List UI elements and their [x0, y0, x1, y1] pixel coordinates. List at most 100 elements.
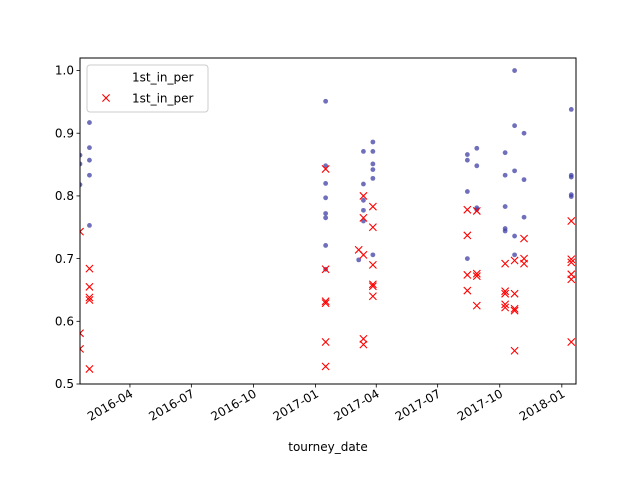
legend-box	[86, 64, 209, 113]
data-point	[502, 150, 508, 156]
data-point	[501, 300, 510, 309]
data-point	[568, 194, 574, 199]
data-point	[87, 120, 92, 125]
data-point	[568, 174, 574, 180]
data-point	[512, 123, 517, 129]
data-point	[323, 180, 329, 186]
data-point	[368, 223, 377, 232]
data-point	[370, 149, 376, 154]
data-point	[368, 202, 377, 211]
data-point	[501, 303, 510, 312]
data-point	[474, 163, 480, 169]
data-point	[321, 299, 330, 308]
data-point	[510, 304, 519, 313]
data-point	[361, 149, 366, 154]
legend: 1st_in_per 1st_in_per	[86, 64, 209, 113]
y-tick-label: 0.7	[55, 252, 74, 266]
data-point	[370, 252, 376, 258]
data-point	[85, 364, 94, 373]
data-point	[502, 172, 508, 178]
data-point	[510, 346, 519, 355]
data-point	[567, 275, 576, 284]
data-point	[474, 207, 480, 213]
data-point	[80, 344, 84, 353]
data-point	[520, 259, 529, 268]
plot-area	[80, 68, 576, 373]
y-tick-label: 0.9	[55, 126, 74, 140]
data-point	[361, 181, 366, 187]
data-point	[464, 157, 470, 163]
data-point	[501, 289, 510, 298]
data-point	[567, 217, 576, 225]
data-point	[472, 269, 481, 278]
data-point	[472, 206, 481, 215]
data-point	[370, 139, 376, 145]
data-point	[568, 107, 574, 112]
data-point	[370, 175, 376, 181]
data-point	[85, 264, 94, 273]
legend-label: 1st_in_per	[132, 70, 194, 84]
data-point	[87, 157, 92, 163]
data-point	[85, 293, 94, 302]
data-point	[80, 161, 83, 167]
data-point	[359, 340, 368, 349]
data-point	[87, 222, 92, 228]
data-point	[359, 213, 368, 222]
data-point	[567, 258, 576, 267]
data-point	[85, 296, 94, 304]
data-point	[567, 338, 576, 346]
y-tick-label: 1.0	[55, 64, 74, 78]
legend-label: 1st_in_per	[132, 91, 194, 105]
data-point	[361, 207, 366, 213]
data-point	[368, 282, 377, 291]
data-point	[368, 260, 377, 269]
data-point	[321, 164, 330, 173]
data-point	[464, 189, 470, 194]
data-point	[359, 191, 368, 200]
y-axis: 0.5 0.6 0.7 0.8 0.9 1.0	[55, 64, 80, 391]
legend-entries: 1st_in_per 1st_in_per	[102, 70, 194, 105]
data-point	[356, 257, 362, 263]
data-point	[321, 338, 330, 346]
y-tick-label: 0.6	[55, 315, 74, 329]
data-point	[87, 172, 92, 178]
data-point	[80, 182, 83, 188]
data-point	[474, 145, 480, 151]
data-point	[85, 282, 94, 291]
data-point	[502, 204, 508, 209]
data-point	[567, 255, 576, 264]
data-point	[370, 167, 376, 172]
data-point	[80, 329, 84, 338]
data-point	[464, 256, 470, 262]
data-point	[321, 362, 330, 371]
y-tick-label: 0.5	[55, 377, 74, 391]
data-point	[520, 234, 529, 243]
data-point	[87, 145, 92, 151]
data-point	[370, 161, 376, 167]
data-point	[321, 265, 330, 274]
x-axis-title: tourney_date	[288, 440, 368, 454]
data-point	[501, 287, 510, 296]
data-point	[510, 289, 519, 298]
data-point	[323, 98, 329, 104]
data-point	[521, 177, 527, 183]
axes-frame	[79, 57, 577, 385]
data-point	[323, 211, 329, 216]
data-point	[472, 301, 481, 310]
legend-entry-1: 1st_in_per	[132, 70, 194, 84]
data-point	[512, 233, 517, 239]
data-point	[512, 68, 517, 73]
y-tick-label: 0.8	[55, 189, 74, 203]
data-point	[323, 243, 329, 248]
data-point	[463, 286, 472, 295]
data-point	[359, 250, 368, 259]
data-point	[521, 130, 527, 136]
data-point	[510, 306, 519, 315]
data-point	[368, 280, 377, 289]
data-point	[463, 205, 472, 214]
data-point	[464, 152, 470, 157]
data-point	[323, 195, 329, 201]
data-point	[321, 297, 330, 306]
data-point	[512, 168, 517, 174]
